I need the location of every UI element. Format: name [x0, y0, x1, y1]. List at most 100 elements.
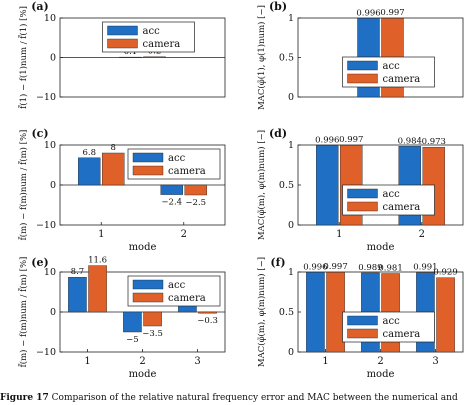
legend: acc camera — [342, 184, 435, 216]
data-label: −2.4 — [161, 198, 182, 208]
bar-camera — [102, 152, 125, 186]
bar-acc — [306, 272, 325, 353]
legend-label-acc: acc — [383, 189, 401, 200]
data-label: 0.997 — [339, 135, 363, 145]
bar-camera — [184, 184, 207, 196]
panel-label: (a) — [31, 0, 49, 13]
x-tick-label: 1 — [336, 229, 342, 240]
x-axis-label: mode — [129, 369, 157, 380]
legend-label-acc: acc — [168, 153, 186, 164]
x-tick-label: 3 — [432, 356, 438, 367]
legend-swatch-camera — [347, 73, 378, 84]
y-tick-label: 0 — [50, 180, 56, 191]
y-tick-label: 0 — [288, 92, 294, 103]
data-label: −0.3 — [197, 316, 218, 326]
x-tick-label: 1 — [84, 356, 90, 367]
bar-acc — [119, 56, 142, 58]
legend-swatch-acc — [132, 279, 164, 290]
bar-camera — [143, 311, 162, 327]
data-label: 8.7 — [71, 267, 85, 277]
legend-label-camera: camera — [383, 329, 421, 340]
legend-label-camera: camera — [143, 39, 181, 50]
panel-label: (d) — [269, 127, 287, 140]
y-tick-label: 10 — [44, 13, 56, 24]
x-tick-label: 1 — [98, 229, 104, 240]
data-label: −3.5 — [142, 329, 163, 339]
data-label: 6.8 — [82, 148, 96, 158]
y-axis-label: MAC(φ̃(m), φ(m)num) [−] — [256, 130, 267, 240]
y-tick-label: 0 — [288, 347, 294, 358]
legend-swatch-acc — [347, 315, 378, 326]
data-label: 0.997 — [323, 262, 347, 272]
panel-label: (e) — [31, 256, 48, 269]
legend: acc camera — [342, 56, 435, 88]
panel-label: (f) — [270, 256, 285, 269]
legend-swatch-camera — [347, 201, 378, 212]
y-tick-label: 0 — [50, 53, 56, 64]
y-tick-label: 10 — [44, 140, 56, 151]
x-tick-label: 2 — [419, 229, 425, 240]
data-label: −2.5 — [185, 198, 206, 208]
data-label: 0.989 — [358, 263, 382, 273]
x-tick-label: 2 — [139, 356, 145, 367]
legend-label-camera: camera — [383, 74, 421, 85]
bar-acc — [123, 311, 142, 333]
data-label: 0.981 — [378, 264, 402, 274]
legend-label-acc: acc — [143, 26, 161, 37]
legend-label-acc: acc — [168, 280, 186, 291]
data-label: 0.929 — [433, 268, 457, 278]
data-label: 0.997 — [380, 8, 404, 18]
legend: acc camera — [127, 275, 221, 307]
data-label: 11.6 — [88, 256, 107, 266]
legend-label-camera: camera — [168, 293, 206, 304]
legend: acc camera — [342, 311, 435, 343]
y-tick-label: 1 — [288, 13, 294, 24]
y-tick-label: 0.5 — [279, 53, 294, 64]
caption-label: Figure 17 — [0, 393, 49, 403]
bar-acc — [78, 157, 101, 186]
legend-swatch-camera — [347, 328, 378, 339]
data-label: 0.984 — [398, 136, 422, 146]
bar-camera — [88, 265, 107, 313]
y-axis-label: f̃(1) − f(1)num / f̃(1) [%] — [17, 6, 29, 109]
panel-label: (c) — [31, 127, 48, 140]
legend-label-camera: camera — [383, 202, 421, 213]
data-label: −5 — [126, 335, 139, 345]
chart-panel-d: (d) 0 0.5 1 MAC(φ̃(m), φ(m)num) [−] 0.996 0.99… — [256, 127, 464, 253]
legend-label-acc: acc — [383, 61, 401, 72]
data-label: 0.973 — [422, 137, 446, 147]
data-label: 0.996 — [303, 262, 327, 272]
y-tick-label: 0.5 — [279, 180, 294, 191]
bar-acc — [68, 277, 87, 313]
legend-swatch-camera — [107, 38, 138, 49]
data-label: 0.996 — [315, 135, 339, 145]
legend-swatch-acc — [347, 188, 378, 199]
bar-camera — [198, 311, 217, 314]
bar-acc — [160, 184, 183, 195]
legend-swatch-camera — [132, 292, 164, 303]
bar-camera — [436, 277, 455, 353]
x-tick-label: 2 — [377, 356, 383, 367]
x-axis-label: mode — [367, 242, 395, 253]
y-tick-label: 10 — [44, 267, 56, 278]
y-tick-label: 0.5 — [279, 307, 294, 318]
y-tick-label: 1 — [288, 267, 294, 278]
y-tick-label: 0 — [50, 307, 56, 318]
bar-acc — [316, 145, 339, 226]
legend-label-camera: camera — [168, 166, 206, 177]
x-axis-label: mode — [367, 369, 395, 380]
y-tick-label: −10 — [36, 92, 56, 103]
chart-panel-c: (c) −10 0 10 f̃(m) − f(m)num / f̃(m) [%] 6.8 8… — [17, 127, 226, 253]
legend-swatch-acc — [107, 25, 138, 36]
legend-swatch-acc — [132, 152, 164, 163]
panel-label: (b) — [269, 0, 287, 13]
y-tick-label: −10 — [36, 347, 56, 358]
y-tick-label: 1 — [288, 140, 294, 151]
bar-camera — [143, 56, 166, 58]
x-tick-label: 2 — [181, 229, 187, 240]
legend: acc camera — [127, 148, 221, 180]
